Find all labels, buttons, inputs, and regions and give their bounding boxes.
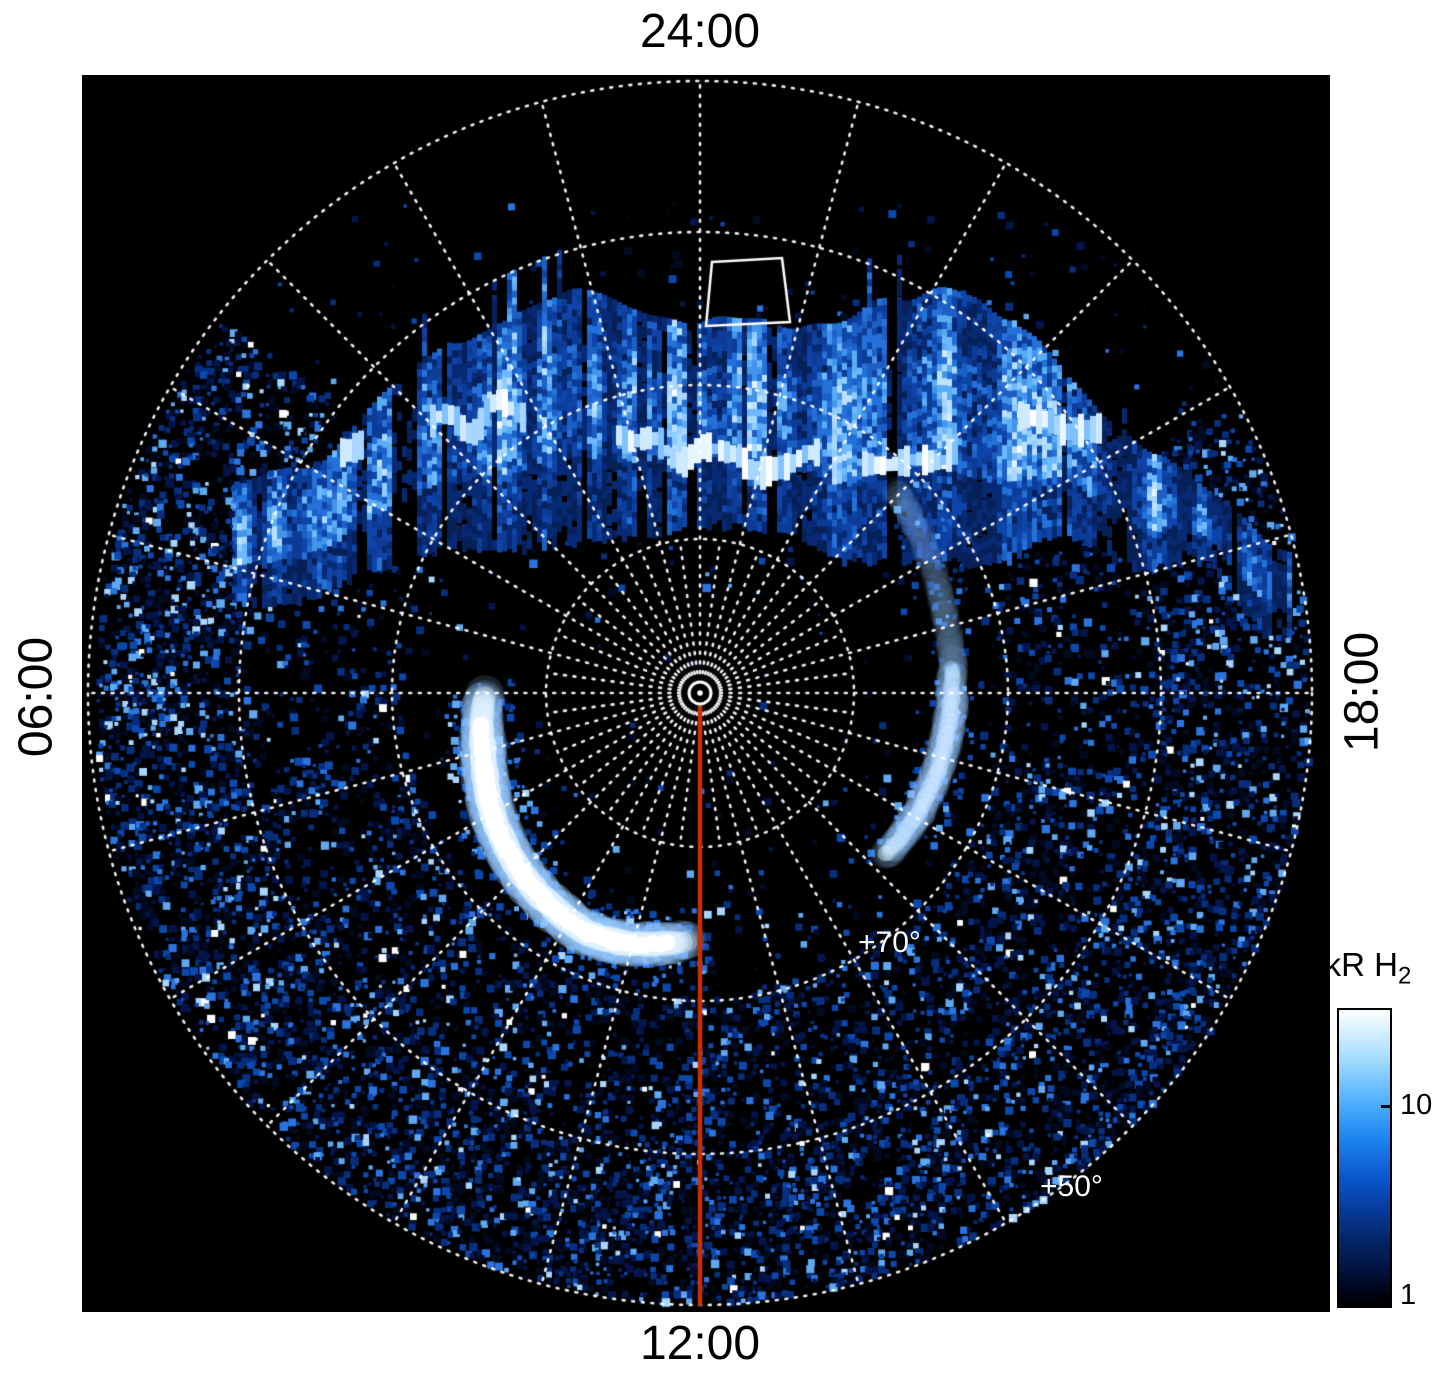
latitude-label-50: +50° <box>1040 1170 1103 1203</box>
colorbar-title-subscript: 2 <box>1397 962 1412 990</box>
colorbar-title: kR H2 <box>1325 946 1412 991</box>
colorbar-tick-label-10: 10 <box>1400 1089 1433 1121</box>
local-time-label-right: 18:00 <box>1335 631 1389 753</box>
colorbar-tickmark-10 <box>1381 1105 1391 1108</box>
local-time-label-bottom: 12:00 <box>639 1317 761 1370</box>
local-time-label-top: 24:00 <box>639 5 761 58</box>
aurora-polar-plot <box>82 75 1330 1312</box>
latitude-label-70: +70° <box>858 926 921 959</box>
colorbar-gradient <box>1337 1008 1392 1308</box>
colorbar-tickmark-1 <box>1381 1296 1391 1299</box>
colorbar-tick-label-1: 1 <box>1400 1279 1417 1311</box>
colorbar-title-text: kR H <box>1324 946 1398 983</box>
local-time-label-left: 06:00 <box>9 636 63 758</box>
